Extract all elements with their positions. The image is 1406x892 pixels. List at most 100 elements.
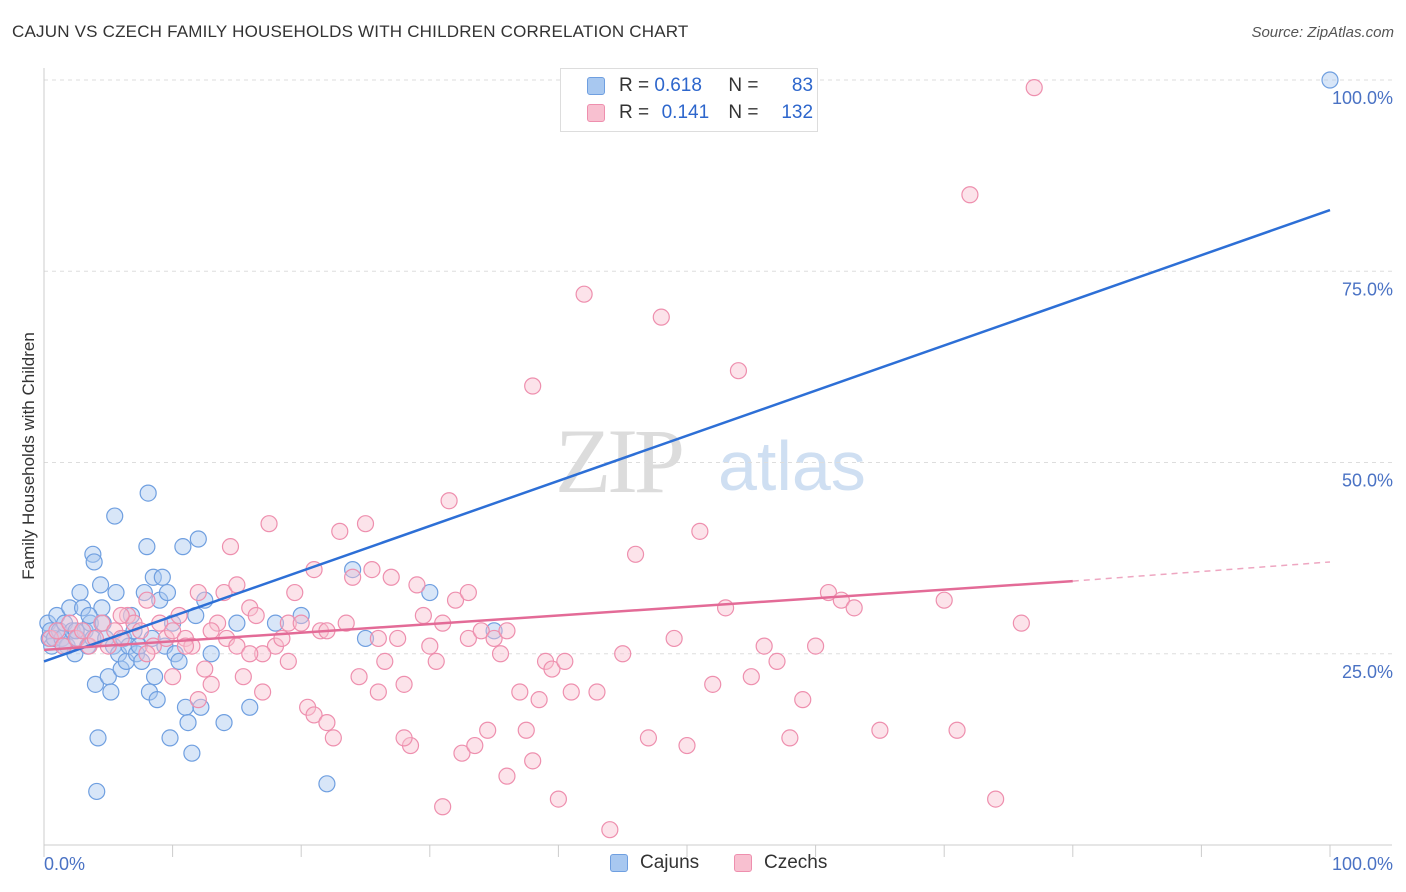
czechs-point xyxy=(73,622,92,640)
chart-title: CAJUN VS CZECH FAMILY HOUSEHOLDS WITH CH… xyxy=(12,22,689,41)
czechs-point xyxy=(729,362,748,380)
czechs-point xyxy=(781,729,799,747)
watermark-atlas: atlas xyxy=(718,427,866,505)
czechs-legend-swatch xyxy=(734,854,752,872)
cajuns-point xyxy=(144,568,162,586)
czechs-trend-line-extension xyxy=(1072,561,1331,582)
czechs-point xyxy=(459,629,477,648)
y-tick-label: 50.0% xyxy=(1342,471,1393,491)
r-label: R = xyxy=(619,102,650,123)
cajuns-point xyxy=(1321,71,1339,89)
n-label: N = xyxy=(728,102,759,123)
legend-row-czechs: R = 0.141 N = 132 xyxy=(587,100,813,126)
cajuns-point xyxy=(148,691,166,709)
czechs-point xyxy=(344,568,362,586)
czechs-point xyxy=(427,652,445,671)
bottom-legend-czechs: Czechs xyxy=(734,852,827,874)
czechs-point xyxy=(164,622,182,640)
czechs-point xyxy=(241,645,259,663)
r-value: 0.141 xyxy=(661,102,710,123)
czechs-point xyxy=(845,599,863,617)
czechs-point xyxy=(395,675,413,693)
czechs-point xyxy=(434,798,452,816)
czechs-point xyxy=(318,713,336,732)
czechs-point xyxy=(639,729,658,747)
czechs-point xyxy=(389,629,407,648)
czechs-point xyxy=(742,668,760,686)
legend-row-cajuns: R = 0.618 N = 83 xyxy=(587,73,813,99)
cajuns-point xyxy=(421,583,439,602)
y-tick-label: 75.0% xyxy=(1342,279,1393,299)
czechs-point xyxy=(202,675,220,693)
cajuns-point xyxy=(89,729,107,747)
y-tick-label: 25.0% xyxy=(1342,662,1393,682)
czechs-point xyxy=(408,576,426,594)
czechs-point xyxy=(987,790,1005,808)
n-label: N = xyxy=(728,75,759,96)
czechs-point xyxy=(871,721,889,739)
czechs-point xyxy=(369,629,387,648)
czechs-point xyxy=(369,683,387,701)
czechs-point xyxy=(530,691,548,709)
czechs-point xyxy=(806,637,825,655)
czechs-point xyxy=(948,721,966,739)
cajuns-point xyxy=(86,675,105,693)
czechs-point xyxy=(164,668,182,686)
czechs-point xyxy=(286,583,304,602)
cajuns-point xyxy=(158,583,177,602)
czechs-point xyxy=(183,637,201,655)
cajuns-point xyxy=(88,782,106,801)
czechs-point xyxy=(356,515,375,533)
cajuns-point xyxy=(71,583,89,602)
cajuns-point xyxy=(80,606,98,625)
r-value: 0.618 xyxy=(654,75,702,96)
czechs-point xyxy=(678,736,696,755)
cajuns-point xyxy=(61,599,79,617)
cajuns-point xyxy=(170,652,188,671)
czechs-legend-label: Czechs xyxy=(764,852,828,873)
czechs-point xyxy=(138,645,156,663)
czechs-point xyxy=(459,583,477,602)
points xyxy=(39,71,1339,839)
czechs-point xyxy=(961,186,979,204)
cajuns-swatch xyxy=(587,77,605,95)
czechs-point xyxy=(543,660,561,678)
czechs-point xyxy=(498,767,516,785)
x-tick-label: 100.0% xyxy=(1332,854,1393,874)
czechs-point xyxy=(511,683,529,701)
czechs-point xyxy=(562,683,580,701)
czechs-point xyxy=(498,622,516,640)
cajuns-point xyxy=(174,538,192,556)
czechs-point xyxy=(189,691,207,709)
cajuns-point xyxy=(228,614,246,632)
cajuns-point xyxy=(138,538,156,556)
grid xyxy=(44,79,1392,655)
czechs-point xyxy=(292,614,310,632)
czechs-point xyxy=(479,721,497,739)
cajuns-point xyxy=(189,530,207,548)
n-value: 83 xyxy=(791,75,814,96)
czechs-point xyxy=(1012,614,1030,632)
czechs-point xyxy=(202,622,220,640)
axes xyxy=(43,68,1392,857)
czechs-point xyxy=(279,614,297,632)
cajuns-legend-label: Cajuns xyxy=(640,852,700,873)
czechs-point xyxy=(524,377,542,395)
czechs-point xyxy=(112,606,130,625)
czechs-trend-line xyxy=(43,579,1073,652)
cajuns-point xyxy=(215,713,233,732)
czechs-point xyxy=(440,492,458,510)
cajuns-point xyxy=(145,668,164,686)
cajuns-trend-line xyxy=(43,208,1331,663)
x-tick-label: 0.0% xyxy=(44,854,85,874)
czechs-point xyxy=(324,729,342,747)
czechs-point xyxy=(221,538,240,556)
czechs-point xyxy=(716,599,735,617)
czechs-point xyxy=(446,591,465,609)
stats-legend: R = 0.618 N = 83 R = 0.141 N = 132 xyxy=(560,68,818,132)
czechs-point xyxy=(350,668,368,686)
cajuns-point xyxy=(202,645,220,663)
cajuns-point xyxy=(106,507,124,525)
czechs-point xyxy=(260,515,278,533)
